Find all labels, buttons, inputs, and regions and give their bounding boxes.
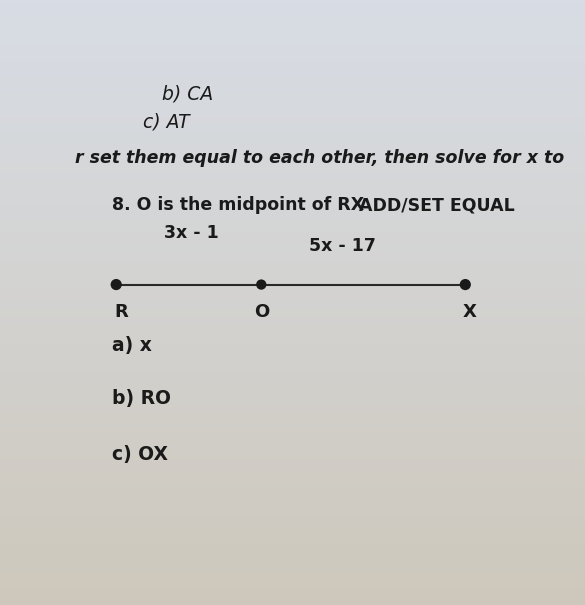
Text: 8. O is the midpoint of RX: 8. O is the midpoint of RX [112,196,364,214]
Text: c) OX: c) OX [112,445,168,464]
Text: b) CA: b) CA [161,84,213,103]
Text: ADD/SET EQUAL: ADD/SET EQUAL [359,196,514,214]
Text: 5x - 17: 5x - 17 [309,237,376,255]
Point [460,280,470,289]
Text: 3x - 1: 3x - 1 [164,223,219,241]
Point [112,280,121,289]
Text: r set them equal to each other, then solve for x to: r set them equal to each other, then sol… [75,149,565,168]
Point [257,280,266,289]
Text: X: X [463,303,477,321]
Text: a) x: a) x [112,336,152,355]
Text: c) AT: c) AT [143,112,190,131]
Text: O: O [254,303,269,321]
Text: b) RO: b) RO [112,390,171,408]
Text: R: R [114,303,128,321]
